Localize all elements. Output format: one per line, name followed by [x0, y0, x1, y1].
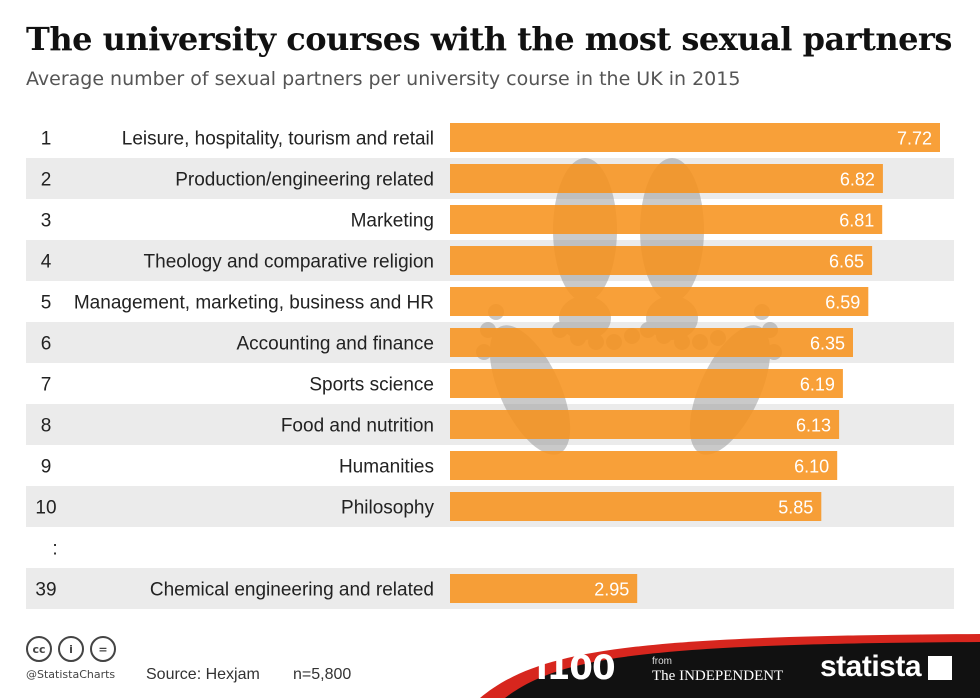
- chart-title: The university courses with the most sex…: [26, 20, 952, 58]
- rank-label: 1: [41, 129, 52, 150]
- category-label: Theology and comparative religion: [144, 252, 434, 273]
- category-label: Chemical engineering and related: [150, 580, 434, 601]
- value-label: 6.59: [825, 293, 860, 313]
- chart-subtitle: Average number of sexual partners per un…: [26, 68, 741, 90]
- rank-label: 3: [41, 211, 52, 232]
- source-text: Source: Hexjam: [146, 666, 260, 683]
- by-icon[interactable]: i: [58, 636, 84, 662]
- category-label: Humanities: [339, 457, 434, 478]
- statista-mark-icon: [928, 656, 952, 680]
- category-label: Accounting and finance: [236, 334, 434, 355]
- statista-handle[interactable]: @StatistaCharts: [26, 668, 116, 681]
- bar: [450, 164, 883, 193]
- bar: [450, 287, 869, 316]
- bar-chart: 1 Leisure, hospitality, tourism and retai…: [26, 123, 954, 609]
- bar: [450, 369, 843, 398]
- bar: [450, 246, 873, 275]
- statista-logo[interactable]: statista: [820, 650, 922, 683]
- rank-label: 10: [35, 498, 56, 519]
- category-label: Philosophy: [341, 498, 434, 519]
- nd-icon[interactable]: =: [90, 636, 116, 662]
- footer-black-swoosh: [505, 642, 980, 698]
- category-label: Sports science: [309, 375, 434, 396]
- bar: [450, 123, 940, 152]
- cc-icon[interactable]: cc: [26, 636, 52, 662]
- gap-marker: :: [52, 539, 57, 560]
- sample-size: n=5,800: [293, 666, 352, 683]
- value-label: 6.65: [829, 252, 864, 272]
- value-label: 6.82: [840, 170, 875, 190]
- license-icons: cc i =: [26, 636, 116, 662]
- rank-label: 4: [41, 252, 52, 273]
- value-label: 6.10: [794, 457, 829, 477]
- category-label: Leisure, hospitality, tourism and retail: [122, 129, 434, 150]
- rank-label: 5: [41, 293, 52, 314]
- bar: [450, 328, 853, 357]
- rank-label: 2: [41, 170, 52, 191]
- value-label: 5.85: [778, 498, 813, 518]
- bar: [450, 492, 822, 521]
- category-label: Management, marketing, business and HR: [74, 293, 434, 314]
- rank-label: 8: [41, 416, 52, 437]
- rank-label: 6: [41, 334, 52, 355]
- independent-logo[interactable]: The INDEPENDENT: [652, 668, 784, 684]
- footer-band: [480, 634, 980, 698]
- i100-logo[interactable]: i100: [536, 648, 616, 688]
- value-label: 2.95: [594, 580, 629, 600]
- rank-label: 9: [41, 457, 52, 478]
- value-label: 6.13: [796, 416, 831, 436]
- rank-label: 39: [35, 580, 56, 601]
- category-label: Food and nutrition: [281, 416, 434, 437]
- value-label: 7.72: [897, 129, 932, 149]
- value-label: 6.35: [810, 334, 845, 354]
- category-label: Marketing: [351, 211, 434, 232]
- bar: [450, 451, 838, 480]
- bar: [450, 410, 840, 439]
- bar: [450, 205, 883, 234]
- bar: [450, 574, 638, 603]
- brand-from-label: from: [652, 656, 672, 667]
- value-label: 6.19: [800, 375, 835, 395]
- category-label: Production/engineering related: [175, 170, 434, 191]
- rank-label: 7: [41, 375, 52, 396]
- value-label: 6.81: [839, 211, 874, 231]
